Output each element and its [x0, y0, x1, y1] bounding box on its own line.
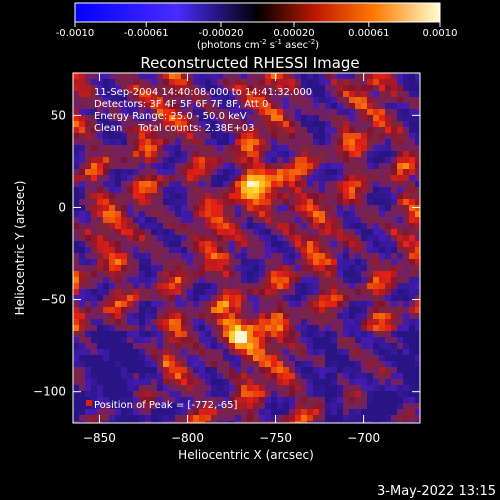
y-tick-label: −50 — [41, 293, 66, 307]
x-tick-label: −850 — [83, 431, 116, 445]
colorbar-ticks: -0.0010 -0.00061 -0.00020 0.00020 0.00061 0.0… — [56, 22, 458, 39]
axis-ticks: −850 −800 −750 −700 50 0 −50 −100 — [33, 73, 420, 445]
colorbar-tick-label: 0.00061 — [348, 28, 389, 39]
colorbar-units: (photons cm-2 s-1 asec-2) — [197, 38, 319, 51]
annotation-clean: Clean Total counts: 2.38E+03 — [94, 123, 254, 134]
x-axis-label: Heliocentric X (arcsec) — [178, 448, 314, 462]
colorbar — [74, 2, 441, 23]
y-tick-label: −100 — [33, 385, 66, 399]
annotation-energy: Energy Range: 25.0 - 50.0 keV — [94, 111, 247, 122]
colorbar-tick-label: -0.00061 — [124, 28, 169, 39]
colorbar-tick-label: -0.00020 — [199, 28, 244, 39]
y-tick-label: 0 — [58, 200, 66, 214]
y-tick-label: 50 — [51, 108, 66, 122]
colorbar-tick-label: -0.0010 — [56, 28, 95, 39]
peak-marker-icon — [86, 400, 92, 406]
y-axis-label: Heliocentric Y (arcsec) — [13, 181, 27, 316]
x-tick-label: −800 — [171, 431, 204, 445]
x-tick-label: −750 — [259, 431, 292, 445]
plot-frame — [72, 72, 421, 424]
colorbar-tick-label: 0.00020 — [273, 28, 314, 39]
chart-title: Reconstructed RHESSI Image — [140, 54, 359, 72]
colorbar-tick-label: 0.0010 — [423, 28, 458, 39]
x-tick-label: −700 — [347, 431, 380, 445]
peak-position-label: Position of Peak = [-772,-65] — [94, 400, 238, 411]
heatmap-image — [73, 73, 420, 423]
footer-timestamp: 3-May-2022 13:15 — [377, 484, 496, 499]
annotation-time: 11-Sep-2004 14:40:08.000 to 14:41:32.000 — [94, 87, 312, 98]
annotation-detectors: Detectors: 3F 4F 5F 6F 7F 8F, Att 0 — [94, 99, 268, 110]
